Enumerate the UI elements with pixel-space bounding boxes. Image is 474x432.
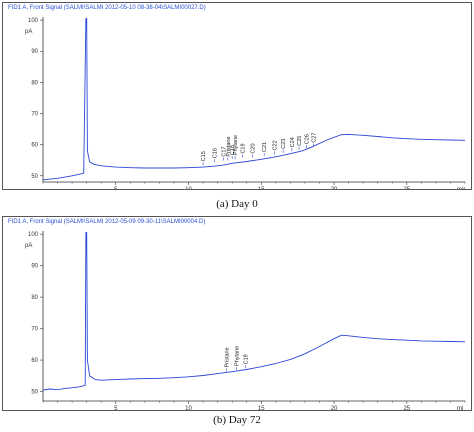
y-tick-label: 100 — [28, 232, 39, 238]
chromatogram-trace — [42, 18, 466, 181]
y-tick-label: 100 — [28, 18, 39, 24]
peak-label: Pristane — [224, 347, 230, 367]
peak-label: C18 — [230, 145, 236, 155]
peak-label: C16 — [213, 148, 219, 158]
peak-label: Phytane — [235, 346, 241, 366]
x-tick-label: 25 — [403, 187, 410, 189]
chart-panel-day72: FID1 A, Front Signal (SALMI\SALMI 2012-0… — [2, 216, 472, 412]
peak-label: C20 — [251, 143, 257, 153]
peak-label: C19 — [240, 143, 246, 153]
peak-label: C22 — [272, 140, 278, 150]
peak-label: C26 — [304, 134, 310, 144]
y-tick-label: 80 — [31, 295, 38, 301]
peak-label: C17 — [221, 147, 227, 157]
peak-label: C24 — [290, 137, 296, 147]
x-axis-unit: mi — [457, 406, 463, 410]
x-tick-label: 5 — [114, 406, 118, 410]
y-tick-label: 60 — [31, 143, 38, 149]
y-axis-label: pA — [25, 29, 32, 35]
x-tick-label: 20 — [331, 406, 338, 410]
peak-label: Phytane — [233, 135, 239, 155]
peak-label: C25 — [297, 136, 303, 146]
x-tick-label: 5 — [114, 187, 118, 189]
x-tick-label: 10 — [185, 187, 192, 189]
x-tick-label: 15 — [258, 406, 265, 410]
peak-label: C21 — [262, 142, 268, 152]
peak-label: Pristane — [226, 136, 232, 156]
chart-header: FID1 A, Front Signal (SALMI\SALMI 2012-0… — [8, 219, 206, 225]
chromatogram-trace — [42, 232, 466, 391]
chart-panel-day0: FID1 A, Front Signal (SALMI\SALMI 2012-0… — [2, 2, 472, 193]
y-tick-label: 60 — [31, 358, 38, 364]
y-tick-label: 50 — [31, 174, 38, 180]
y-axis-label: pA — [25, 243, 32, 249]
x-tick-label: 10 — [185, 406, 192, 410]
peak-label: C27 — [312, 133, 318, 143]
y-tick-label: 80 — [31, 80, 38, 86]
x-axis-unit: mir — [457, 187, 465, 189]
y-tick-label: 90 — [31, 49, 38, 55]
y-tick-label: 50 — [31, 390, 38, 396]
x-tick-label: 20 — [331, 187, 338, 189]
chart-header: FID1 A, Front Signal (SALMI\SALMI 2012-0… — [8, 5, 206, 11]
x-tick-label: 15 — [258, 187, 265, 189]
caption-day0: (a) Day 0 — [216, 198, 258, 210]
y-tick-label: 70 — [31, 327, 38, 333]
chart-day0: pA 50 60 70 80 90 100 5 10 15 20 25 mir C15 C16C17Pris… — [25, 17, 466, 193]
peak-label: C15 — [201, 151, 207, 161]
peak-label: C23 — [281, 139, 287, 149]
caption-day72: (b) Day 72 — [213, 414, 261, 426]
peak-label: C19 — [243, 354, 249, 364]
x-tick-label: 25 — [403, 406, 410, 410]
y-tick-label: 90 — [31, 264, 38, 270]
chart-day72: pA 50 60 70 80 90 100 5 10 15 20 25 mi Pristane Phytan… — [25, 231, 466, 412]
y-tick-label: 70 — [31, 112, 38, 118]
